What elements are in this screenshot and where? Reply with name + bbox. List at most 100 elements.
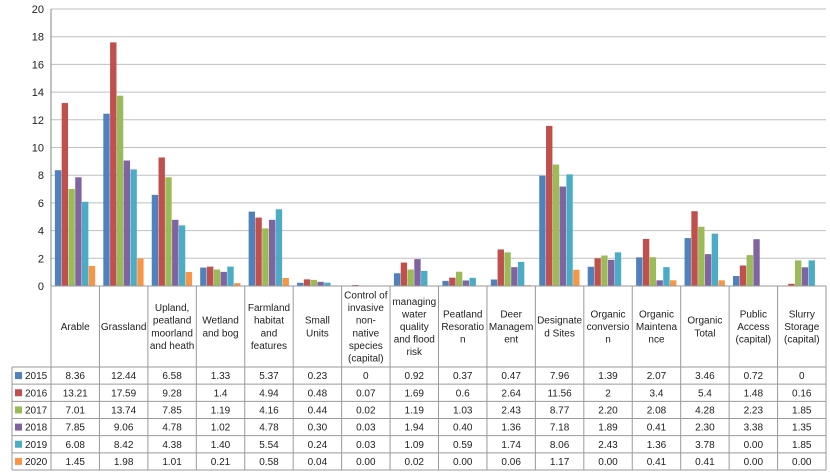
- bar: [449, 277, 456, 286]
- bars: [54, 42, 815, 287]
- data-label: 1.94: [405, 423, 425, 434]
- category-label: d Sites: [544, 328, 575, 339]
- data-label: 1.40: [211, 440, 231, 451]
- data-label: 3.38: [744, 423, 764, 434]
- bar: [137, 258, 144, 286]
- data-label: 2.64: [501, 388, 521, 399]
- legend-label: 2019: [25, 440, 48, 451]
- category-label: Small: [305, 316, 330, 327]
- data-label: 0.40: [453, 423, 473, 434]
- bar: [517, 261, 525, 286]
- data-label: 0.30: [308, 423, 328, 434]
- bar: [656, 280, 663, 286]
- data-label: 7.96: [550, 371, 570, 382]
- data-label: 8.77: [550, 405, 570, 416]
- category-label: habitat: [254, 316, 284, 327]
- y-tick-label: 20: [32, 4, 44, 16]
- bar: [158, 157, 165, 286]
- category-label: invasive: [348, 303, 385, 314]
- bar: [206, 266, 214, 286]
- category-label: conversio: [587, 322, 630, 333]
- bar: [559, 186, 566, 286]
- bar: [546, 125, 553, 286]
- data-label: 2.07: [647, 371, 667, 382]
- data-label: 0.04: [308, 457, 328, 468]
- bar: [469, 277, 476, 286]
- data-label: 0.07: [356, 388, 376, 399]
- y-tick-label: 0: [38, 281, 44, 293]
- data-label: 0.48: [308, 388, 328, 399]
- legend-key: [15, 406, 22, 414]
- bar: [601, 255, 608, 286]
- data-label: 1.35: [792, 423, 812, 434]
- y-tick-label: 10: [32, 143, 44, 155]
- data-label: 1.19: [211, 405, 231, 416]
- data-label: 0.00: [356, 457, 376, 468]
- data-label: 0.16: [792, 388, 812, 399]
- bar: [670, 280, 677, 286]
- category-label: moorland: [151, 328, 193, 339]
- legend-label: 2015: [25, 371, 48, 382]
- category-label: native: [352, 328, 379, 339]
- data-label: 17.59: [111, 388, 136, 399]
- bar: [317, 281, 324, 286]
- data-label: 2: [605, 388, 611, 399]
- bar: [539, 175, 546, 286]
- bar: [711, 233, 719, 286]
- category-label: and flood: [394, 335, 435, 346]
- data-label: 7.01: [65, 405, 85, 416]
- data-label: 1.03: [453, 405, 473, 416]
- bar: [200, 267, 207, 286]
- bar: [110, 42, 117, 286]
- bar: [297, 282, 304, 286]
- y-tick-label: 6: [38, 198, 44, 210]
- bar: [504, 252, 511, 286]
- y-tick-label: 16: [32, 59, 44, 71]
- bar: [739, 265, 747, 286]
- category-label: risk: [406, 347, 423, 358]
- data-label: 0.41: [647, 457, 667, 468]
- bar: [663, 267, 670, 286]
- data-label: 1.98: [114, 457, 134, 468]
- data-label: 0.44: [308, 405, 328, 416]
- bar: [753, 239, 760, 286]
- data-label: 0.00: [792, 457, 812, 468]
- bar: [490, 279, 498, 286]
- data-label: 5.54: [259, 440, 279, 451]
- data-label: 0.6: [456, 388, 470, 399]
- bar: [68, 188, 75, 286]
- bar: [704, 254, 712, 286]
- bar: [608, 259, 615, 286]
- bar: [234, 283, 241, 286]
- data-label: 4.94: [259, 388, 279, 399]
- bar: [400, 262, 408, 286]
- data-label: 1.39: [598, 371, 618, 382]
- category-label: Designate: [537, 316, 582, 327]
- data-label: 6.08: [65, 440, 85, 451]
- bar: [393, 273, 401, 286]
- bar: [746, 255, 753, 286]
- data-label: 0.23: [308, 371, 328, 382]
- data-label: 2.08: [647, 405, 667, 416]
- bar: [248, 211, 256, 286]
- data-label: 1.19: [405, 405, 425, 416]
- bar: [614, 252, 622, 286]
- legend-key: [15, 457, 22, 465]
- bar: [116, 95, 124, 286]
- data-label: 4.38: [162, 440, 182, 451]
- bar: [407, 269, 414, 286]
- data-label: 7.85: [162, 405, 182, 416]
- category-label: Organic: [687, 316, 722, 327]
- bar: [220, 271, 227, 286]
- data-label: 1.74: [501, 440, 521, 451]
- category-label: Arable: [61, 322, 90, 333]
- legend-label: 2017: [25, 405, 48, 416]
- category-label: Upland,: [155, 303, 189, 314]
- data-label: 12.44: [111, 371, 136, 382]
- category-label: Resoratio: [441, 322, 484, 333]
- bar: [282, 277, 289, 286]
- data-label: 7.18: [550, 423, 570, 434]
- data-label: 4.78: [162, 423, 182, 434]
